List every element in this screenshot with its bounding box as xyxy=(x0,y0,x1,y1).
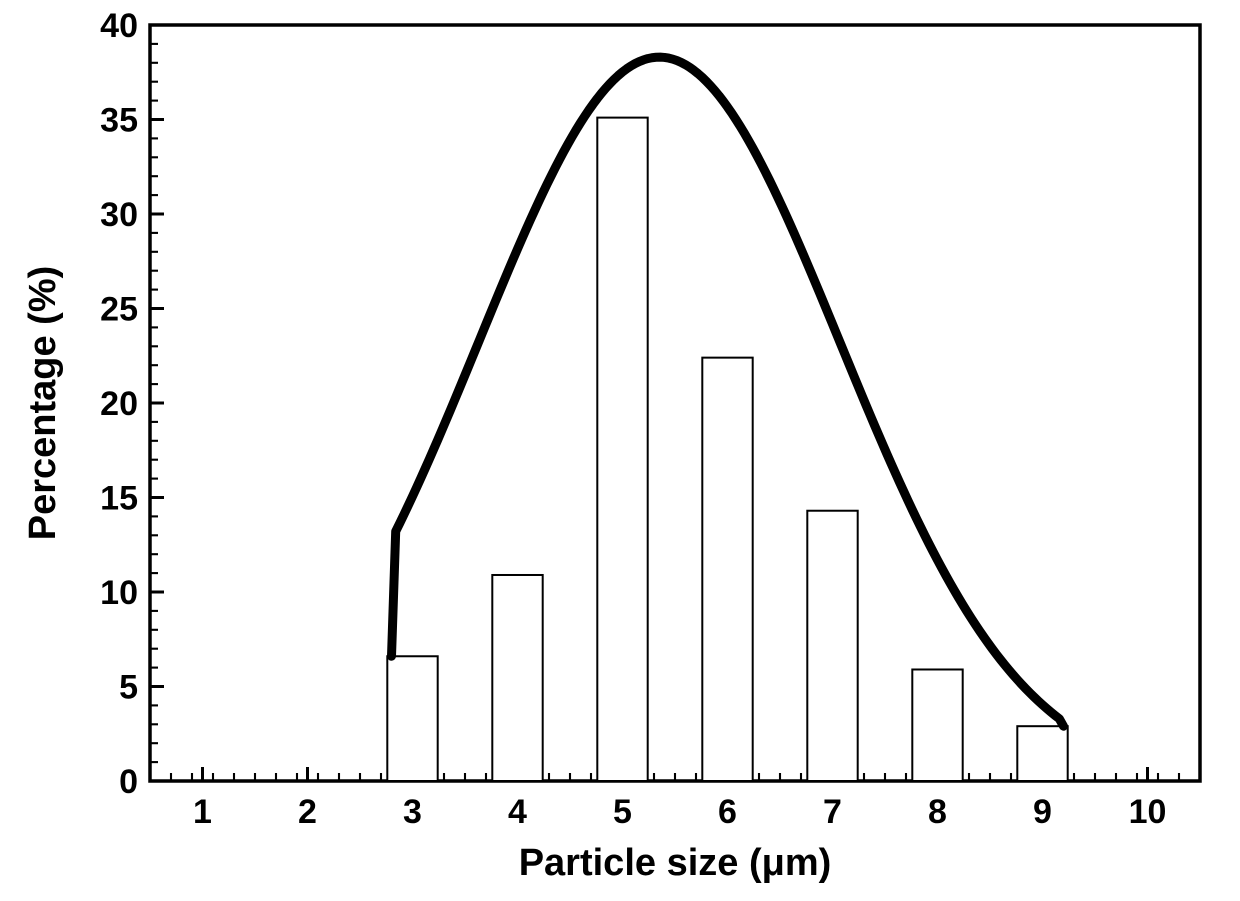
x-tick-label: 4 xyxy=(508,793,527,831)
x-axis-label: Particle size (μm) xyxy=(519,842,832,884)
x-tick-label: 10 xyxy=(1129,793,1167,831)
x-tick-label: 9 xyxy=(1033,793,1052,831)
y-tick-label: 30 xyxy=(100,196,138,234)
x-tick-label: 3 xyxy=(403,793,422,831)
chart-svg: 1 2 3 4 5 6 7 8 9 10 0 5 10 15 20 25 30 35 40 Particle size… xyxy=(0,0,1240,901)
y-tick-label: 35 xyxy=(100,101,138,139)
x-tick-label: 6 xyxy=(718,793,737,831)
y-tick-label: 25 xyxy=(100,290,138,328)
y-tick-label: 0 xyxy=(119,763,138,801)
x-tick-label: 1 xyxy=(193,793,212,831)
x-tick-label: 2 xyxy=(298,793,317,831)
y-tick-label: 5 xyxy=(119,668,138,706)
bar xyxy=(807,511,857,781)
bar xyxy=(387,656,437,781)
y-axis-label: Percentage (%) xyxy=(22,266,64,541)
x-tick-label: 5 xyxy=(613,793,632,831)
y-tick-label: 10 xyxy=(100,574,138,612)
bar xyxy=(702,358,752,781)
bar xyxy=(1017,726,1067,781)
bar xyxy=(597,118,647,781)
bar xyxy=(492,575,542,781)
bar xyxy=(912,669,962,781)
y-tick-label: 40 xyxy=(100,7,138,45)
x-tick-label: 7 xyxy=(823,793,842,831)
x-tick-label: 8 xyxy=(928,793,947,831)
y-tick-label: 20 xyxy=(100,385,138,423)
y-tick-label: 15 xyxy=(100,479,138,517)
particle-size-chart: 1 2 3 4 5 6 7 8 9 10 0 5 10 15 20 25 30 35 40 Particle size… xyxy=(0,0,1240,901)
